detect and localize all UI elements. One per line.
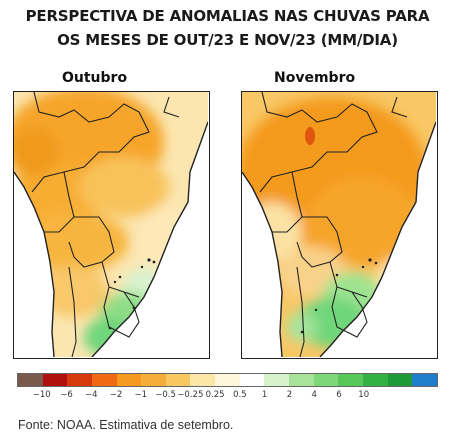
legend-tick-label: −6 (60, 390, 73, 400)
legend-swatch (264, 374, 290, 386)
legend-swatch (91, 374, 117, 386)
legend-swatch (42, 374, 68, 386)
map-label-october: Outubro (62, 70, 128, 86)
map-label-november: Novembro (274, 70, 356, 86)
source-note: Fonte: NOAA. Estimativa de setembro. (18, 418, 234, 432)
legend-tick-label: 2 (286, 390, 293, 400)
page-title: PERSPECTIVA DE ANOMALIAS NAS CHUVAS PARA… (0, 4, 455, 52)
legend-tick-label: 0.25 (205, 390, 225, 400)
legend-swatch (313, 374, 339, 386)
legend-swatch (387, 374, 413, 386)
legend-tick-label: −1 (134, 390, 148, 400)
legend-tick-label: −2 (109, 390, 123, 400)
november-borders (259, 92, 408, 357)
legend-tick-label: −0.25 (177, 390, 204, 400)
legend-swatch (190, 374, 216, 386)
legend-tick-label: −4 (85, 390, 98, 400)
title-line-2: OS MESES DE OUT/23 E NOV/23 (MM/DIA) (57, 31, 398, 49)
legend-tick-label: 0.5 (233, 390, 247, 400)
legend-swatch (412, 374, 437, 386)
legend-swatch (362, 374, 388, 386)
legend-tick-label: −0.5 (155, 390, 176, 400)
legend-colorbar (17, 373, 438, 387)
legend-swatch (141, 374, 166, 386)
legend-swatch (215, 374, 240, 386)
map-october (13, 91, 210, 359)
legend-swatch (338, 374, 363, 386)
legend-swatch (67, 374, 92, 386)
legend-tick-label: 6 (336, 390, 342, 400)
legend-swatch (289, 374, 314, 386)
title-line-1: PERSPECTIVA DE ANOMALIAS NAS CHUVAS PARA (25, 7, 430, 25)
legend-tick-label: 1 (261, 390, 268, 400)
legend-tick-label: −10 (32, 390, 51, 400)
october-borders (31, 92, 180, 357)
legend-swatch (239, 374, 265, 386)
legend-tick-label: 4 (311, 390, 317, 400)
legend-swatch (116, 374, 142, 386)
legend-swatch (18, 374, 43, 386)
map-november (241, 91, 438, 359)
legend-tick-label: 10 (358, 390, 370, 400)
legend-swatch (165, 374, 191, 386)
november-hotspot (305, 127, 315, 145)
